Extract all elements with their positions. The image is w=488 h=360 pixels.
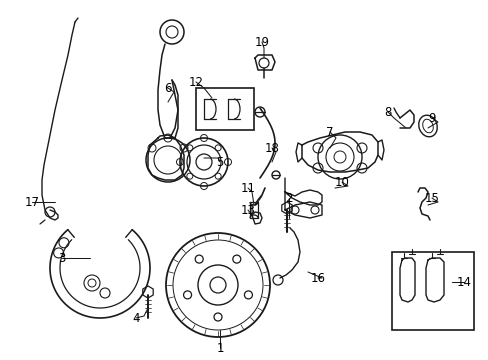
Text: 2: 2 xyxy=(285,192,292,204)
Text: 9: 9 xyxy=(427,112,435,125)
Text: 11: 11 xyxy=(240,181,255,194)
Bar xyxy=(196,88,253,130)
Text: 4: 4 xyxy=(132,311,140,324)
Text: 13: 13 xyxy=(240,203,255,216)
Text: 14: 14 xyxy=(456,275,470,288)
Text: 15: 15 xyxy=(424,192,439,204)
Text: 5: 5 xyxy=(216,156,223,168)
Text: 8: 8 xyxy=(384,105,391,118)
Text: 7: 7 xyxy=(325,126,333,139)
Text: 1: 1 xyxy=(216,342,224,355)
Text: 16: 16 xyxy=(310,271,325,284)
Text: 10: 10 xyxy=(334,175,349,189)
Text: 3: 3 xyxy=(58,252,65,265)
Text: 17: 17 xyxy=(24,195,40,208)
Text: 6: 6 xyxy=(164,81,171,94)
Text: 19: 19 xyxy=(254,36,269,49)
Text: 18: 18 xyxy=(264,141,279,154)
Text: 12: 12 xyxy=(188,76,203,89)
Bar xyxy=(391,252,473,330)
